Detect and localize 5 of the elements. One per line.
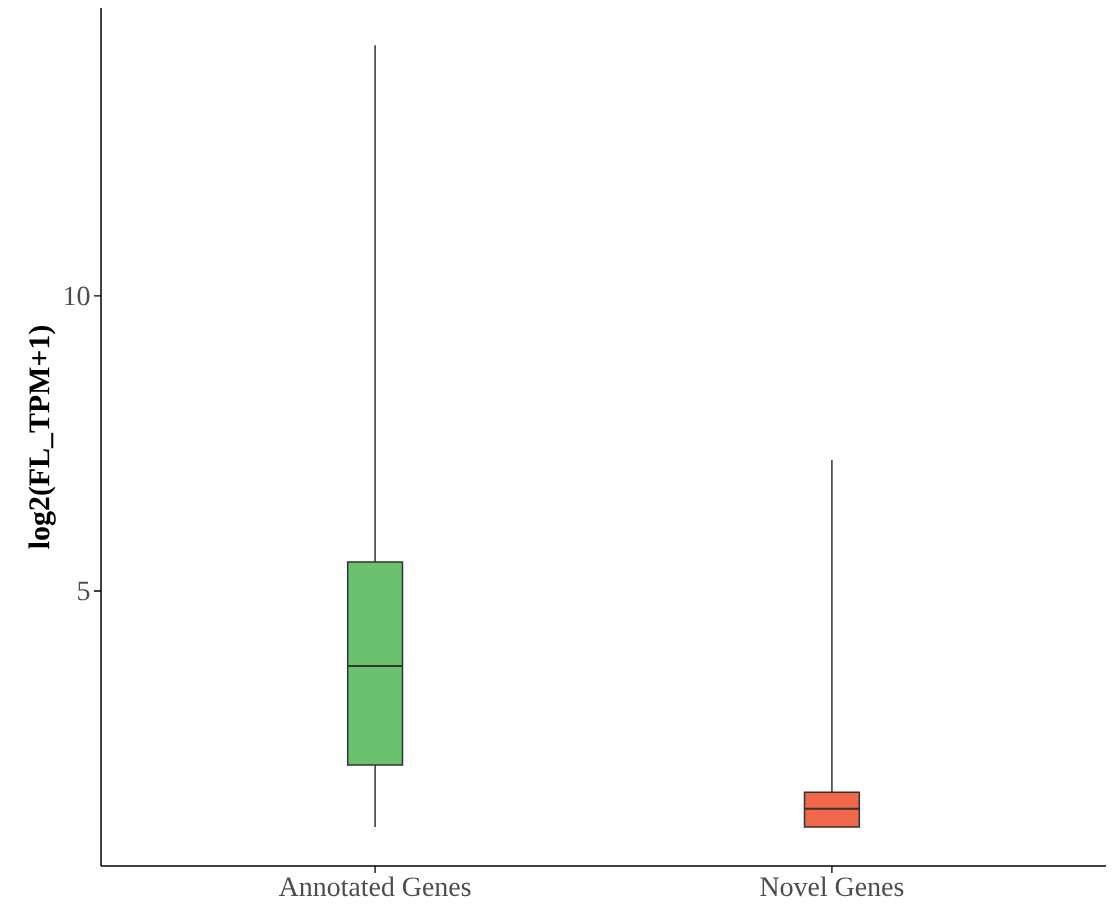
y-tick-label: 10 — [65, 286, 90, 306]
x-tick-label: Annotated Genes — [278, 876, 471, 897]
y-tick-label: 5 — [78, 581, 90, 601]
x-tick-label: Novel Genes — [760, 876, 904, 897]
y-axis-title: log2(FL_TPM+1) — [28, 326, 56, 549]
